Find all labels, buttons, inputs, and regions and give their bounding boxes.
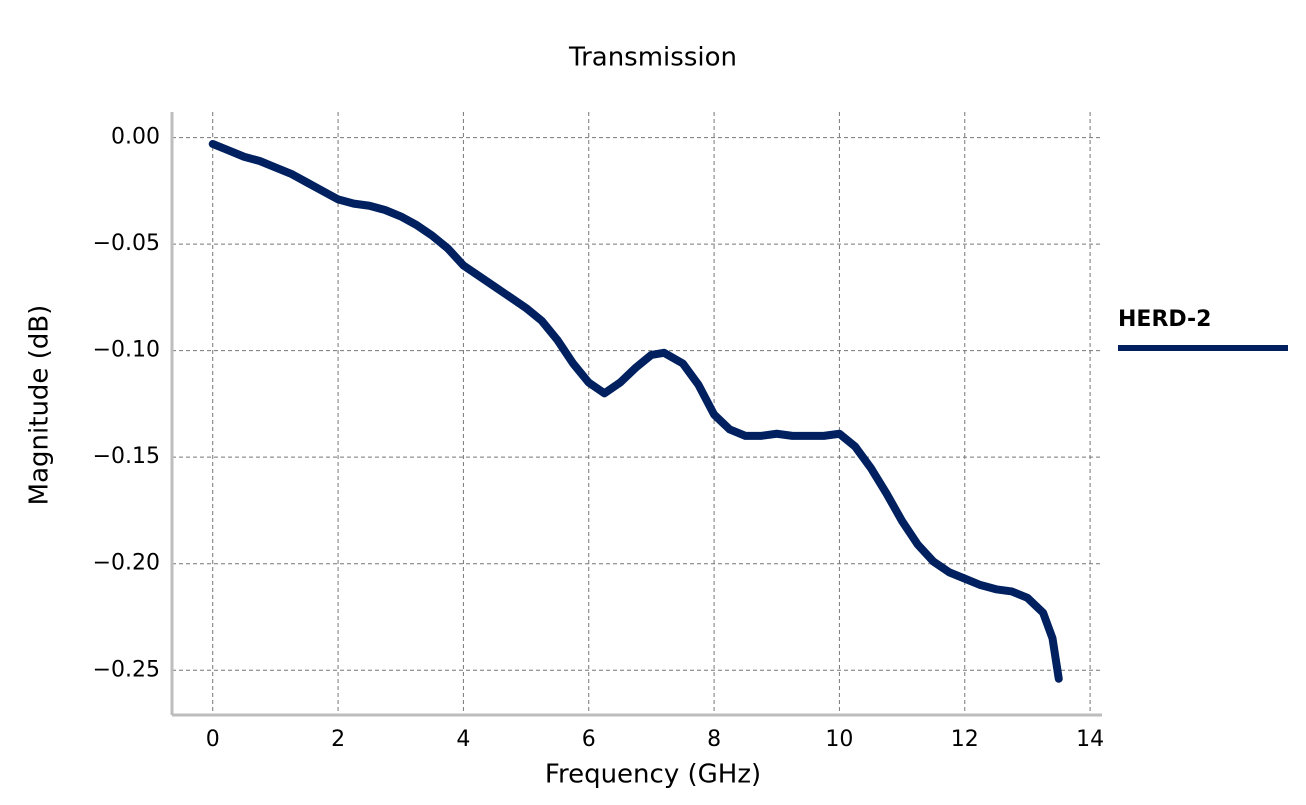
y-tick-label: 0.00 (111, 125, 160, 150)
y-tick-label: −0.10 (93, 338, 160, 363)
x-tick-label: 12 (951, 727, 979, 752)
y-tick-label: −0.25 (93, 657, 160, 682)
data-line (208, 139, 1063, 683)
legend-label: HERD-2 (1118, 307, 1212, 332)
x-tick-label: 4 (456, 727, 470, 752)
x-tick-label: 14 (1076, 727, 1104, 752)
chart-title: Transmission (568, 43, 737, 73)
x-tick-label: 6 (582, 727, 596, 752)
x-tick-label: 2 (331, 727, 345, 752)
y-tick-label: −0.15 (93, 444, 160, 469)
y-tick-label: −0.05 (93, 231, 160, 256)
x-tick-label: 10 (825, 727, 853, 752)
y-tick-label: −0.20 (93, 551, 160, 576)
y-axis-label: Magnitude (dB) (25, 305, 55, 506)
x-tick-label: 0 (206, 727, 220, 752)
x-tick-label: 8 (707, 727, 721, 752)
x-axis-label: Frequency (GHz) (545, 760, 761, 790)
